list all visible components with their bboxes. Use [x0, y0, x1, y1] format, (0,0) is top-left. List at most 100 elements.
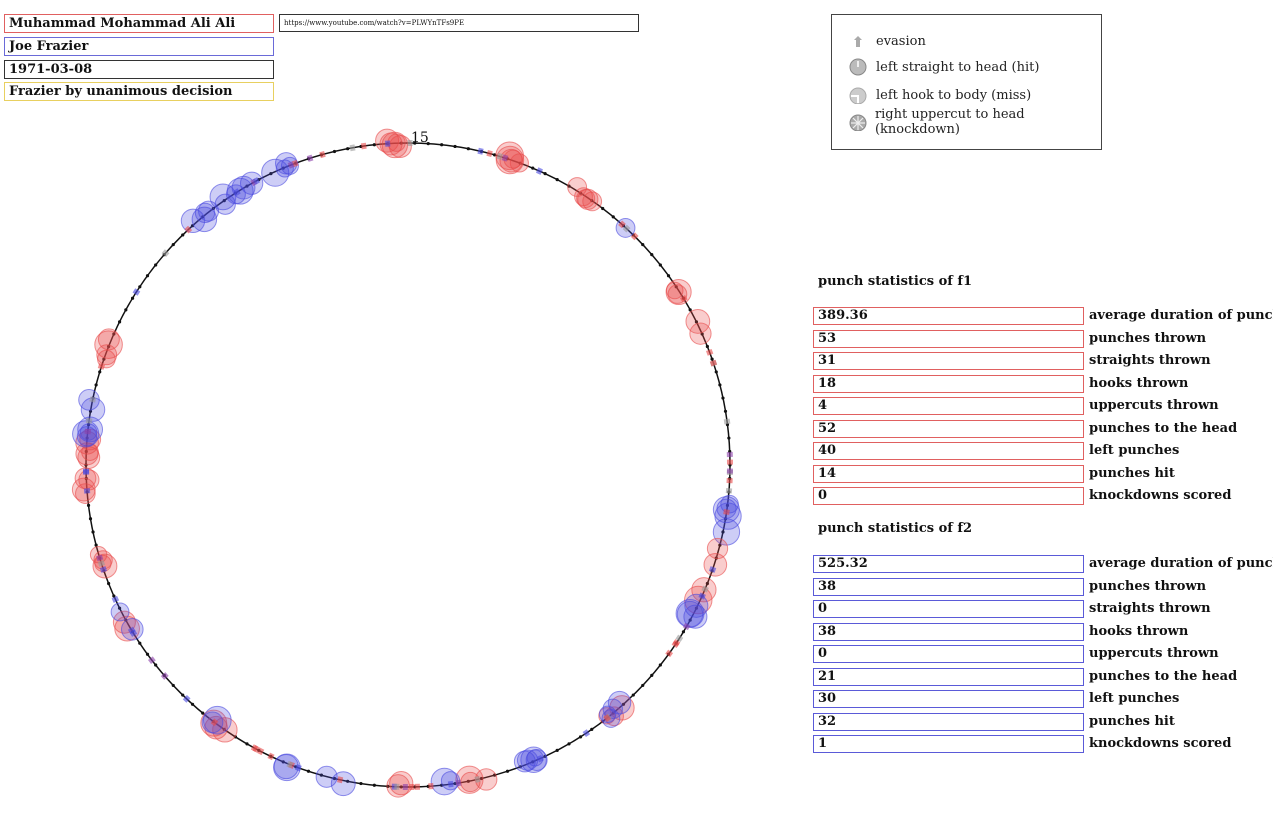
ring-tick [694, 320, 699, 324]
video-url-field[interactable]: https://www.youtube.com/watch?v=PLWYnTFs… [279, 14, 639, 32]
ring-tick [85, 436, 89, 440]
evasion-marker [726, 459, 734, 465]
punch-marker [499, 148, 524, 173]
ring-tick [306, 769, 311, 773]
evasion-marker [252, 745, 260, 753]
evasion-marker [582, 729, 591, 737]
ring-tick [466, 147, 470, 151]
punch-marker [574, 187, 593, 207]
ring-tick [555, 748, 559, 752]
ring-tick [590, 727, 594, 732]
fighter1-name-field[interactable]: Muhammad Mohammad Ali Ali [4, 14, 274, 33]
evasion-marker [675, 634, 684, 643]
stat-value-field[interactable]: 38 [813, 577, 1084, 596]
stat-value-field[interactable]: 31 [813, 352, 1084, 370]
ring-tick [346, 779, 350, 783]
punch-marker [665, 281, 684, 300]
stat-value-field[interactable]: 389.36 [813, 307, 1084, 325]
stat-value-field[interactable]: 0 [813, 645, 1084, 663]
evasion-marker [89, 396, 97, 403]
ring-tick [154, 663, 158, 667]
stat-value-field[interactable]: 38 [813, 622, 1084, 641]
ring-tick [705, 344, 709, 349]
fighter2-name-field[interactable]: Joe Frazier [4, 37, 274, 56]
evasion-marker [603, 714, 612, 722]
ring-tick [641, 242, 645, 247]
fight-result-field[interactable]: Frazier by unanimous decision [4, 82, 274, 101]
evasion-marker [210, 718, 219, 727]
stat-label: hooks thrown [1089, 375, 1189, 391]
stat-value-field[interactable]: 14 [813, 464, 1084, 483]
ring-tick [543, 172, 547, 176]
stat-label: average duration of punches [1089, 308, 1273, 323]
fight-date-field[interactable]: 1971-03-08 [4, 60, 274, 79]
legend-label: left hook to body (miss) [876, 87, 1032, 103]
stat-value-field[interactable]: 4 [813, 397, 1084, 415]
stat-value-field[interactable]: 0 [813, 600, 1084, 618]
stat-label: left punches [1089, 443, 1180, 458]
stat-value-field[interactable]: 1 [813, 735, 1084, 753]
evasion-marker [407, 139, 413, 147]
ring-tick [117, 320, 122, 324]
fight-timeline-ring: 15 [71, 128, 742, 798]
evasion-marker [337, 776, 344, 784]
evasion-marker [536, 754, 544, 763]
ring-tick [332, 776, 337, 781]
ring-tick [112, 332, 116, 336]
stat-value-field[interactable]: 32 [813, 712, 1084, 731]
stat-label: average duration of punches [1089, 556, 1273, 571]
evasion-marker [618, 220, 626, 229]
stat-value-field[interactable]: 0 [813, 487, 1084, 505]
evasion-marker [723, 418, 731, 425]
ring-tick [201, 711, 205, 715]
evasion-marker [233, 188, 241, 196]
straight-hit-icon [849, 58, 867, 76]
ring-tick [531, 166, 535, 170]
stat-value-field[interactable]: 21 [813, 667, 1084, 686]
punch-marker [388, 134, 412, 158]
ring-tick [718, 383, 722, 387]
ring-tick [710, 357, 714, 361]
evasion-marker [295, 764, 302, 772]
evasion-marker [147, 656, 156, 664]
ring-tick [658, 263, 662, 267]
stat-value-field[interactable]: 525.32 [813, 555, 1084, 573]
stat-value-field[interactable]: 30 [813, 690, 1084, 708]
legend-item-evasion: evasion [848, 32, 926, 50]
stat-value-field[interactable]: 18 [813, 374, 1084, 393]
ring-tick [578, 735, 583, 739]
ring-tick [688, 308, 692, 312]
ring-tick [725, 503, 730, 507]
stat-label: punches hit [1089, 465, 1175, 481]
evasion-marker [409, 783, 415, 791]
stat-label: punches to the head [1089, 420, 1238, 436]
ring-tick [426, 142, 430, 146]
evasion-marker [267, 752, 275, 761]
stat-label: straights thrown [1089, 601, 1211, 616]
punch-marker [381, 131, 409, 159]
stat-label: punches thrown [1089, 330, 1207, 346]
evasion-marker [84, 428, 91, 435]
ring-tick [112, 594, 116, 598]
stat-value-field[interactable]: 52 [813, 419, 1084, 438]
evasion-marker [85, 417, 93, 424]
ring-tick [631, 693, 635, 697]
evasion-marker [160, 672, 169, 680]
ring-tick [440, 143, 444, 147]
punch-marker [76, 426, 98, 447]
evasion-marker [127, 626, 136, 635]
stat-label: left punches [1089, 691, 1180, 706]
stat-value-field[interactable]: 53 [813, 329, 1084, 348]
punch-marker [79, 428, 102, 451]
ring-tick [601, 206, 605, 211]
punch-marker [191, 206, 218, 233]
ring-tick [611, 215, 615, 219]
ring-tick [94, 543, 98, 547]
ring-tick [650, 252, 654, 257]
punch-marker [375, 128, 400, 153]
stat-value-field[interactable]: 40 [813, 442, 1084, 460]
ring-tick [555, 178, 559, 182]
ring-tick [269, 172, 273, 176]
punch-marker [202, 705, 232, 735]
ring-tick [94, 383, 98, 387]
